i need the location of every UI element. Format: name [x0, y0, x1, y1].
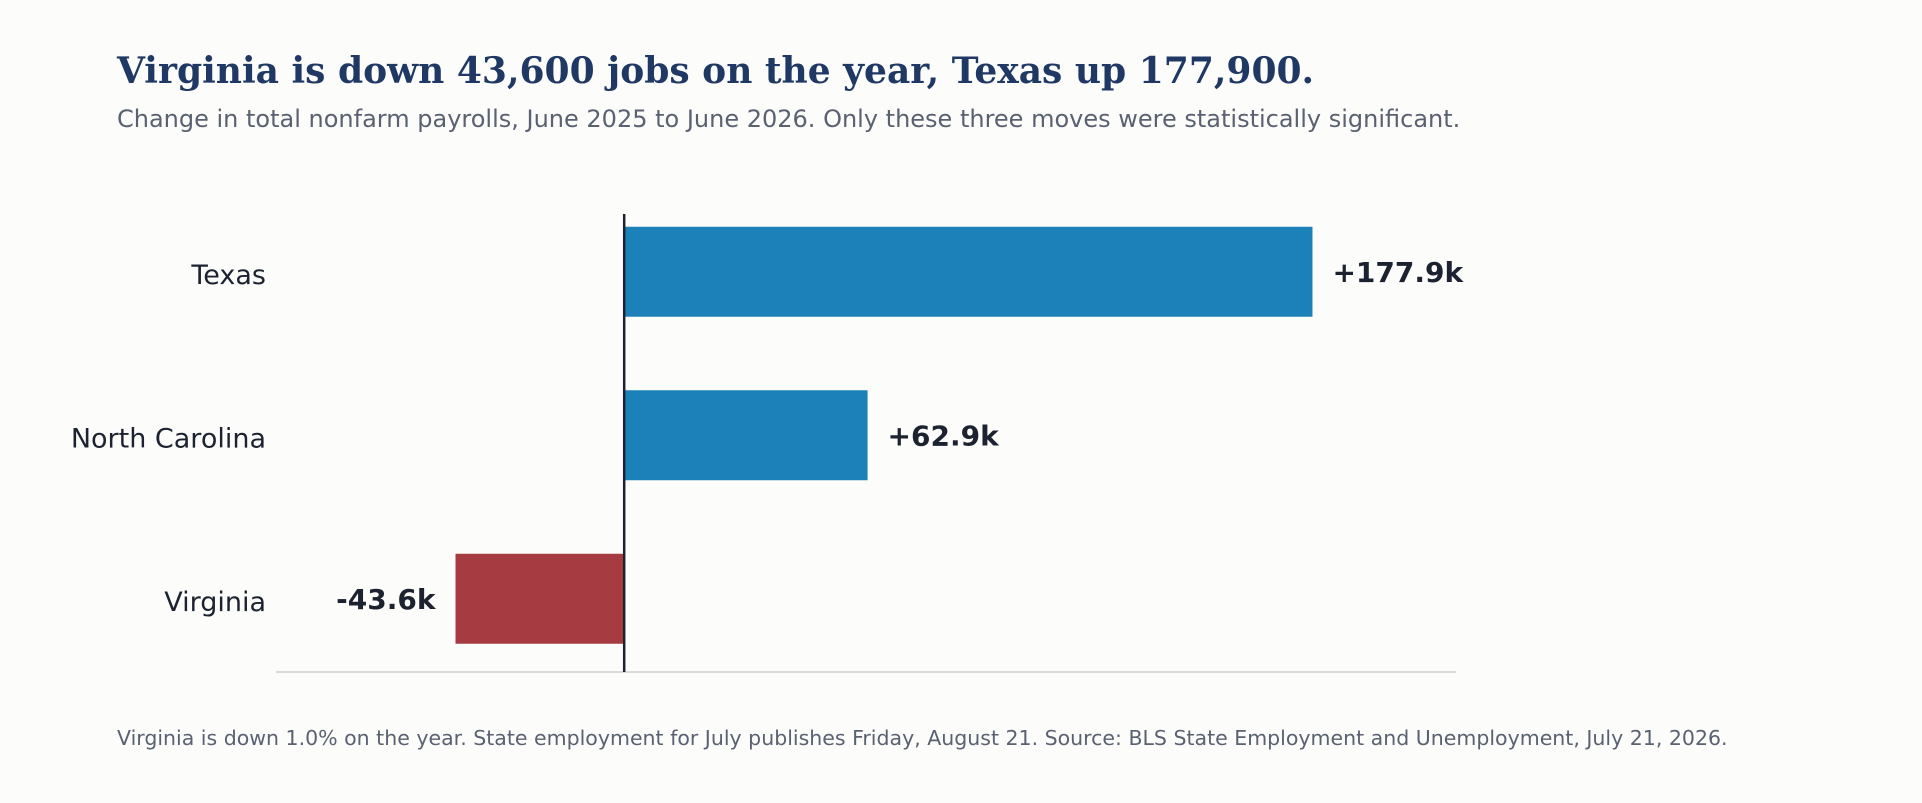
- category-label: Virginia: [164, 587, 266, 618]
- bar-virginia: [455, 553, 625, 644]
- bar-texas: [624, 226, 1313, 317]
- chart-subtitle: Change in total nonfarm payrolls, June 2…: [117, 105, 1461, 133]
- bar-north-carolina: [624, 390, 868, 481]
- value-label: +62.9k: [888, 419, 1001, 452]
- labels-layer: Texas +177.9k North Carolina +62.9k Virginia…: [71, 256, 1465, 618]
- category-label: Texas: [190, 260, 266, 291]
- chart-footnote: Virginia is down 1.0% on the year. State…: [117, 726, 1728, 750]
- value-label: +177.9k: [1332, 256, 1464, 289]
- bars-layer: [455, 226, 1313, 644]
- value-label: -43.6k: [336, 583, 437, 616]
- category-label: North Carolina: [71, 423, 266, 454]
- chart-title: Virginia is down 43,600 jobs on the year…: [117, 50, 1315, 92]
